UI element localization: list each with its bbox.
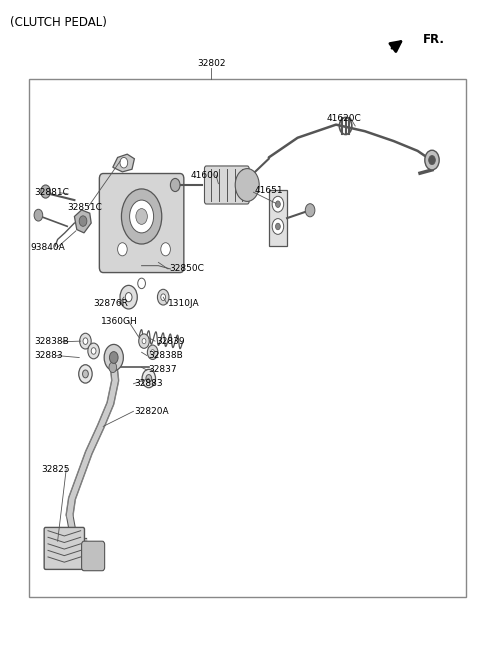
Text: 32802: 32802 <box>197 59 226 68</box>
Circle shape <box>147 345 158 359</box>
Circle shape <box>170 178 180 192</box>
Circle shape <box>109 352 118 363</box>
Circle shape <box>235 169 259 201</box>
Circle shape <box>136 209 147 224</box>
Circle shape <box>425 150 439 170</box>
Text: 32839: 32839 <box>156 337 185 346</box>
Text: 32837: 32837 <box>148 365 177 375</box>
Circle shape <box>104 344 123 371</box>
Circle shape <box>305 203 315 216</box>
Circle shape <box>80 333 91 349</box>
Circle shape <box>161 294 166 300</box>
Circle shape <box>121 189 162 244</box>
Circle shape <box>118 243 127 256</box>
Text: 32820A: 32820A <box>134 407 169 416</box>
Circle shape <box>161 243 170 256</box>
Circle shape <box>120 285 137 309</box>
Circle shape <box>142 338 146 344</box>
Circle shape <box>139 334 149 348</box>
Text: FR.: FR. <box>422 33 444 46</box>
Circle shape <box>142 369 156 388</box>
Circle shape <box>151 350 155 355</box>
Text: 1360GH: 1360GH <box>101 317 138 326</box>
Circle shape <box>157 289 169 305</box>
Circle shape <box>83 338 88 344</box>
Circle shape <box>125 293 132 302</box>
Text: 32850C: 32850C <box>169 264 204 274</box>
Circle shape <box>146 375 152 382</box>
FancyBboxPatch shape <box>204 166 249 204</box>
Text: 32883: 32883 <box>134 379 163 388</box>
Circle shape <box>120 157 128 168</box>
Text: 32838B: 32838B <box>148 351 182 360</box>
Text: 41620C: 41620C <box>326 113 361 123</box>
Circle shape <box>83 370 88 378</box>
Text: 32881C: 32881C <box>35 188 70 197</box>
Bar <box>29 79 466 597</box>
Circle shape <box>109 362 117 373</box>
Text: 32883: 32883 <box>35 351 63 360</box>
Circle shape <box>138 278 145 289</box>
Circle shape <box>130 200 154 233</box>
FancyBboxPatch shape <box>269 190 287 246</box>
Text: 1310JA: 1310JA <box>168 299 200 308</box>
Text: 93840A: 93840A <box>30 243 65 253</box>
Circle shape <box>34 209 43 221</box>
Text: (CLUTCH PEDAL): (CLUTCH PEDAL) <box>10 16 107 30</box>
Circle shape <box>276 223 280 230</box>
Polygon shape <box>113 154 134 172</box>
Text: 32825: 32825 <box>41 464 69 474</box>
Text: 32851C: 32851C <box>67 203 102 212</box>
Circle shape <box>79 365 92 383</box>
Circle shape <box>429 155 435 165</box>
Text: 41651: 41651 <box>254 186 283 195</box>
Circle shape <box>41 185 50 198</box>
Circle shape <box>272 218 284 234</box>
Circle shape <box>79 216 87 226</box>
Circle shape <box>88 343 99 359</box>
FancyBboxPatch shape <box>44 527 84 569</box>
Polygon shape <box>74 210 91 233</box>
Text: 41600: 41600 <box>191 171 220 180</box>
Circle shape <box>276 201 280 207</box>
Circle shape <box>91 348 96 354</box>
Text: 32838B: 32838B <box>35 337 69 346</box>
Circle shape <box>272 196 284 212</box>
FancyBboxPatch shape <box>82 541 105 571</box>
FancyBboxPatch shape <box>99 173 184 273</box>
Text: 32876R: 32876R <box>94 299 129 308</box>
